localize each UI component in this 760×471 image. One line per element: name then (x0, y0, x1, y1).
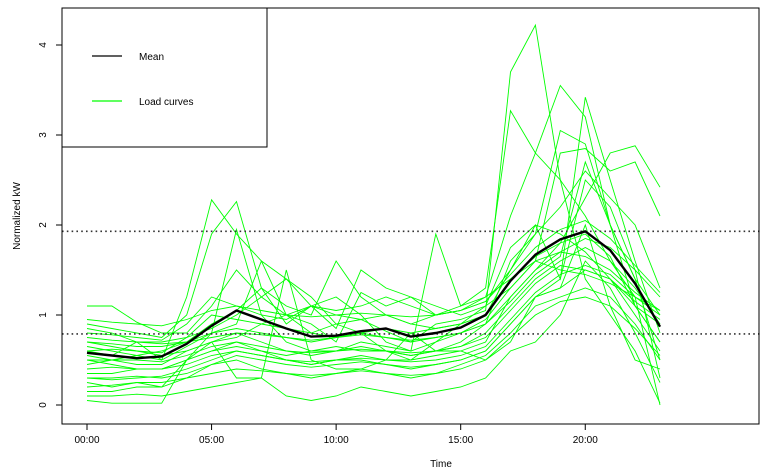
plot-frame (61, 7, 760, 425)
legend: Mean Load curves (61, 7, 268, 148)
y-tick-label: 4 (38, 42, 49, 48)
y-axis-title: Normalized kW (12, 182, 23, 250)
y-tick-label: 1 (38, 312, 49, 318)
load-curve-2 (86, 23, 661, 361)
load-curve-3 (86, 109, 661, 404)
x-tick-label: 00:00 (74, 435, 99, 446)
y-tick-label: 2 (38, 222, 49, 228)
mean-line-layer (86, 230, 662, 360)
x-tick-label: 10:00 (324, 435, 349, 446)
legend-label-mean: Mean (139, 52, 164, 63)
load-curve-21 (86, 296, 661, 388)
load-curve-24 (86, 160, 661, 361)
load-curve-12 (87, 287, 661, 392)
load-curve-5 (86, 97, 661, 388)
load-curve-25 (87, 179, 661, 379)
load-curve-18 (86, 246, 661, 370)
load-curve-11 (86, 269, 661, 381)
load-curve-14 (86, 223, 661, 404)
load-curve-23 (86, 265, 661, 406)
x-axis-title: Time (430, 459, 452, 470)
axes-layer: 00:00 05:00 10:00 15:00 20:00 0 1 2 3 4 (38, 42, 598, 446)
load-curve-9 (86, 170, 661, 341)
x-tick-label: 15:00 (448, 435, 473, 446)
mean-line (86, 230, 662, 360)
load-curve-13 (87, 260, 661, 401)
legend-box (61, 7, 268, 148)
y-tick-label: 3 (38, 132, 49, 138)
legend-label-load-curves: Load curves (139, 97, 193, 108)
load-curve-16 (87, 260, 661, 365)
x-tick-label: 20:00 (573, 435, 598, 446)
reference-lines-layer (62, 230, 760, 335)
load-curve-7 (86, 148, 661, 365)
y-tick-label: 0 (38, 402, 49, 408)
load-curve-22 (86, 219, 661, 327)
load-curve-20 (86, 265, 661, 363)
x-tick-label: 05:00 (199, 435, 224, 446)
load-curve-4 (87, 84, 661, 343)
load-curve-15 (86, 238, 661, 343)
load-curve-6 (86, 129, 661, 356)
